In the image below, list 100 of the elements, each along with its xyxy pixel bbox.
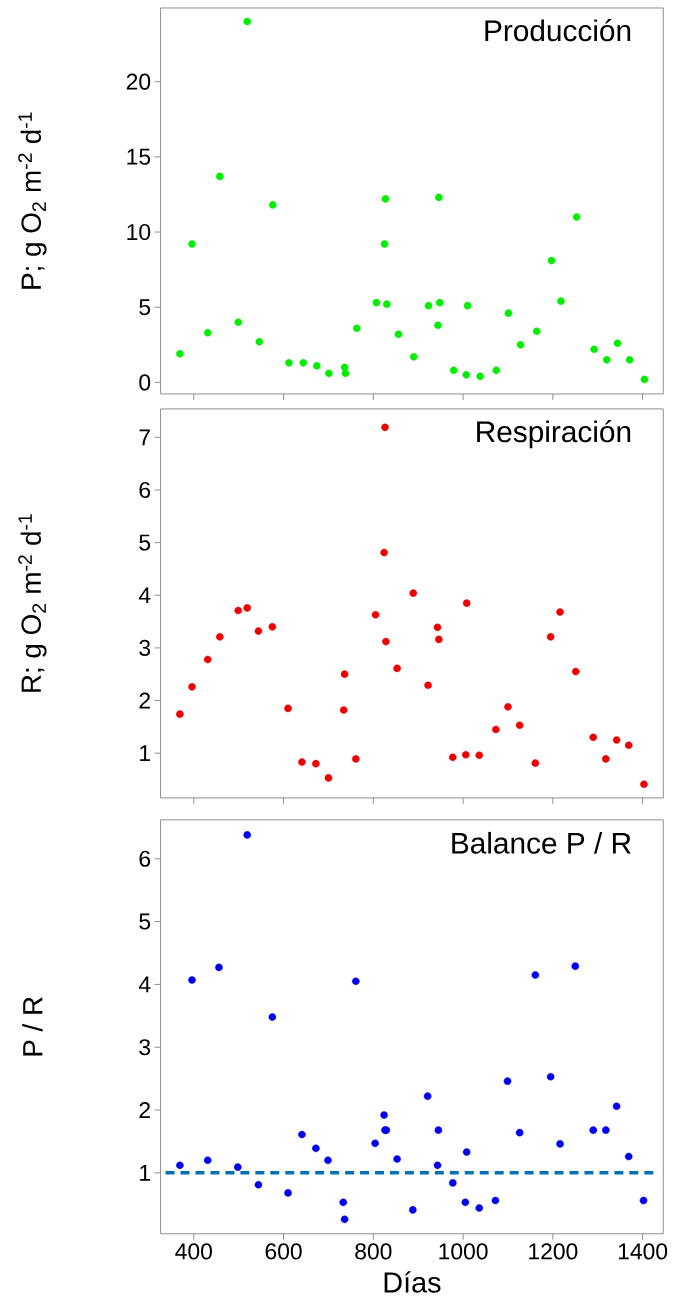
y-tick-label: 20: [126, 73, 151, 90]
point: [601, 755, 610, 763]
point: [175, 710, 184, 718]
point: [284, 704, 292, 713]
point: [299, 359, 307, 367]
point: [352, 324, 361, 333]
point: [380, 240, 389, 248]
point: [393, 664, 401, 673]
point: [503, 1077, 512, 1085]
point: [571, 667, 580, 676]
point: [298, 1130, 306, 1139]
point: [449, 366, 458, 375]
x-tick-label: 1000: [439, 1243, 488, 1260]
point: [546, 633, 555, 641]
point: [268, 623, 277, 631]
y-tick-label: 4: [138, 976, 151, 993]
point: [424, 301, 433, 310]
point: [491, 1196, 500, 1205]
y-tick-label: 1: [140, 745, 150, 762]
point: [340, 1215, 349, 1224]
point: [285, 359, 293, 367]
point: [340, 670, 349, 678]
point: [255, 337, 263, 346]
point: [380, 548, 388, 557]
point: [371, 610, 380, 619]
point: [381, 195, 390, 203]
point: [515, 1128, 524, 1137]
point: [515, 721, 524, 730]
point: [268, 201, 277, 209]
point: [624, 1152, 633, 1161]
y-tick-label: 15: [127, 148, 151, 165]
point: [492, 366, 500, 375]
point: [532, 327, 541, 336]
y-tick-label: 1: [140, 1164, 150, 1181]
x-axis-title: Días: [384, 1271, 441, 1293]
point: [476, 372, 484, 381]
y-tick-label: 3: [139, 1039, 150, 1056]
point: [341, 369, 350, 378]
y-tick-label: 7: [139, 429, 150, 446]
y-axis-title: P; g O$_{2}$ m$^{-2}$ d$^{-1}$: [18, 112, 47, 289]
chart-title: Producción: [485, 19, 631, 42]
point: [188, 240, 196, 248]
point: [589, 733, 597, 742]
y-tick-label: 6: [139, 850, 150, 867]
point: [382, 300, 391, 308]
point: [254, 1180, 263, 1189]
point: [640, 780, 648, 789]
point: [602, 356, 611, 364]
y-tick-label: 2: [139, 1102, 150, 1119]
point: [448, 753, 457, 762]
point: [504, 309, 513, 317]
point: [423, 1092, 432, 1100]
point: [434, 1126, 443, 1134]
point: [504, 703, 512, 711]
point: [516, 341, 525, 349]
point: [433, 1161, 442, 1170]
point: [268, 1013, 277, 1021]
x-tick-label: 1200: [529, 1243, 578, 1260]
point: [461, 750, 470, 759]
y-tick-label: 10: [127, 223, 151, 241]
point: [215, 633, 224, 641]
point: [351, 755, 360, 763]
y-tick-label: 2: [139, 692, 150, 709]
point: [339, 706, 348, 714]
y-tick-label: 3: [139, 639, 150, 656]
point: [312, 362, 321, 370]
point: [188, 683, 196, 691]
point: [434, 635, 443, 644]
point: [572, 213, 581, 221]
point: [613, 339, 622, 348]
x-tick-label: 1400: [618, 1243, 668, 1260]
point: [381, 637, 390, 646]
point: [203, 655, 212, 664]
point: [233, 1163, 242, 1171]
point: [624, 741, 633, 750]
point: [234, 606, 242, 615]
point: [462, 371, 470, 379]
point: [640, 375, 649, 384]
point: [203, 1156, 212, 1165]
point: [463, 301, 472, 310]
point: [324, 369, 333, 378]
y-axis-title: P / R: [22, 997, 43, 1056]
point: [547, 256, 556, 265]
point: [448, 1179, 457, 1187]
y-tick-label: 5: [139, 534, 151, 551]
point: [462, 599, 471, 607]
point: [339, 1198, 347, 1207]
point: [409, 589, 417, 597]
point: [393, 1155, 401, 1163]
point: [372, 298, 381, 307]
point: [590, 345, 598, 354]
point: [243, 17, 251, 26]
point: [475, 1204, 483, 1212]
chart-title: Respiración: [477, 420, 631, 449]
point: [531, 971, 540, 979]
point: [298, 758, 306, 766]
y-tick-label: 4: [138, 587, 151, 604]
point: [531, 759, 540, 767]
x-tick-label: 800: [355, 1243, 392, 1260]
point: [546, 1072, 555, 1081]
